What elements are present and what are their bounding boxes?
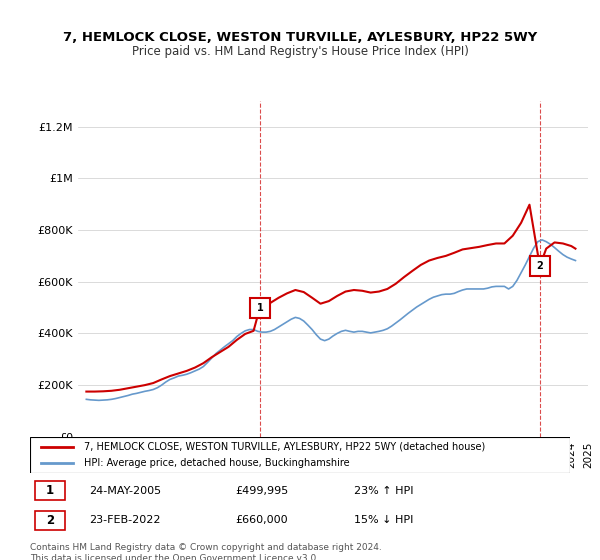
FancyBboxPatch shape [30,437,570,473]
Text: HPI: Average price, detached house, Buckinghamshire: HPI: Average price, detached house, Buck… [84,458,350,468]
Text: £660,000: £660,000 [235,515,288,525]
Text: Contains HM Land Registry data © Crown copyright and database right 2024.
This d: Contains HM Land Registry data © Crown c… [30,543,382,560]
Text: 7, HEMLOCK CLOSE, WESTON TURVILLE, AYLESBURY, HP22 5WY: 7, HEMLOCK CLOSE, WESTON TURVILLE, AYLES… [63,31,537,44]
Text: 23% ↑ HPI: 23% ↑ HPI [354,486,413,496]
FancyBboxPatch shape [35,481,65,500]
Text: 2: 2 [46,514,54,526]
Text: £499,995: £499,995 [235,486,289,496]
Text: 24-MAY-2005: 24-MAY-2005 [89,486,161,496]
FancyBboxPatch shape [35,511,65,530]
Text: 1: 1 [257,302,263,312]
Text: 23-FEB-2022: 23-FEB-2022 [89,515,161,525]
Text: 2: 2 [536,261,543,271]
Text: 1: 1 [46,484,54,497]
Text: 15% ↓ HPI: 15% ↓ HPI [354,515,413,525]
Text: 7, HEMLOCK CLOSE, WESTON TURVILLE, AYLESBURY, HP22 5WY (detached house): 7, HEMLOCK CLOSE, WESTON TURVILLE, AYLES… [84,442,485,452]
Text: Price paid vs. HM Land Registry's House Price Index (HPI): Price paid vs. HM Land Registry's House … [131,45,469,58]
